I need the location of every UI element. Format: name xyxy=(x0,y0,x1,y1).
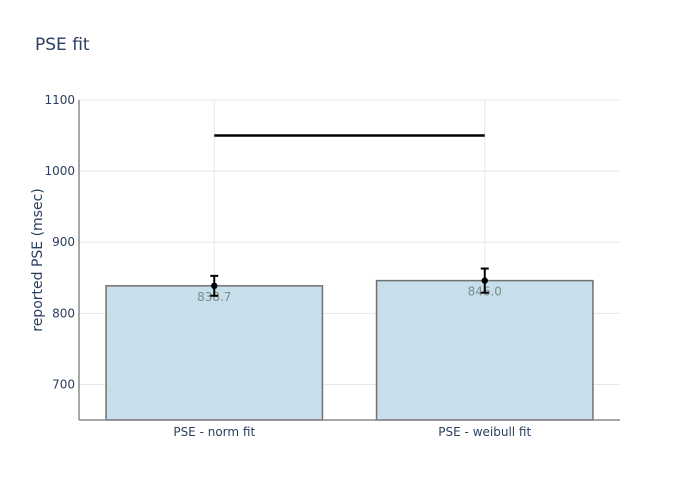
axes xyxy=(78,100,620,421)
tick-labels: 700 800 900 1000 1100 PSE - norm fit PSE - wei… xyxy=(44,93,531,439)
chart-title: PSE fit xyxy=(35,35,90,55)
y-tick-label: 700 xyxy=(52,377,75,391)
mean-marker xyxy=(211,282,218,290)
y-tick-label: 800 xyxy=(52,306,75,320)
bars: 838.7846.0 xyxy=(105,279,594,421)
bar xyxy=(105,285,324,421)
x-tick-label: PSE - norm fit xyxy=(173,425,255,439)
y-axis-title: reported PSE (msec) xyxy=(30,188,46,332)
x-tick-label: PSE - weibull fit xyxy=(438,425,531,439)
y-tick-label: 1100 xyxy=(44,93,75,107)
y-tick-label: 1000 xyxy=(44,164,75,178)
bar-value-label: 838.7 xyxy=(197,290,231,304)
y-tick-label: 900 xyxy=(52,235,75,249)
mean-marker xyxy=(481,277,488,284)
error-bars xyxy=(210,267,489,297)
bar xyxy=(375,279,594,421)
